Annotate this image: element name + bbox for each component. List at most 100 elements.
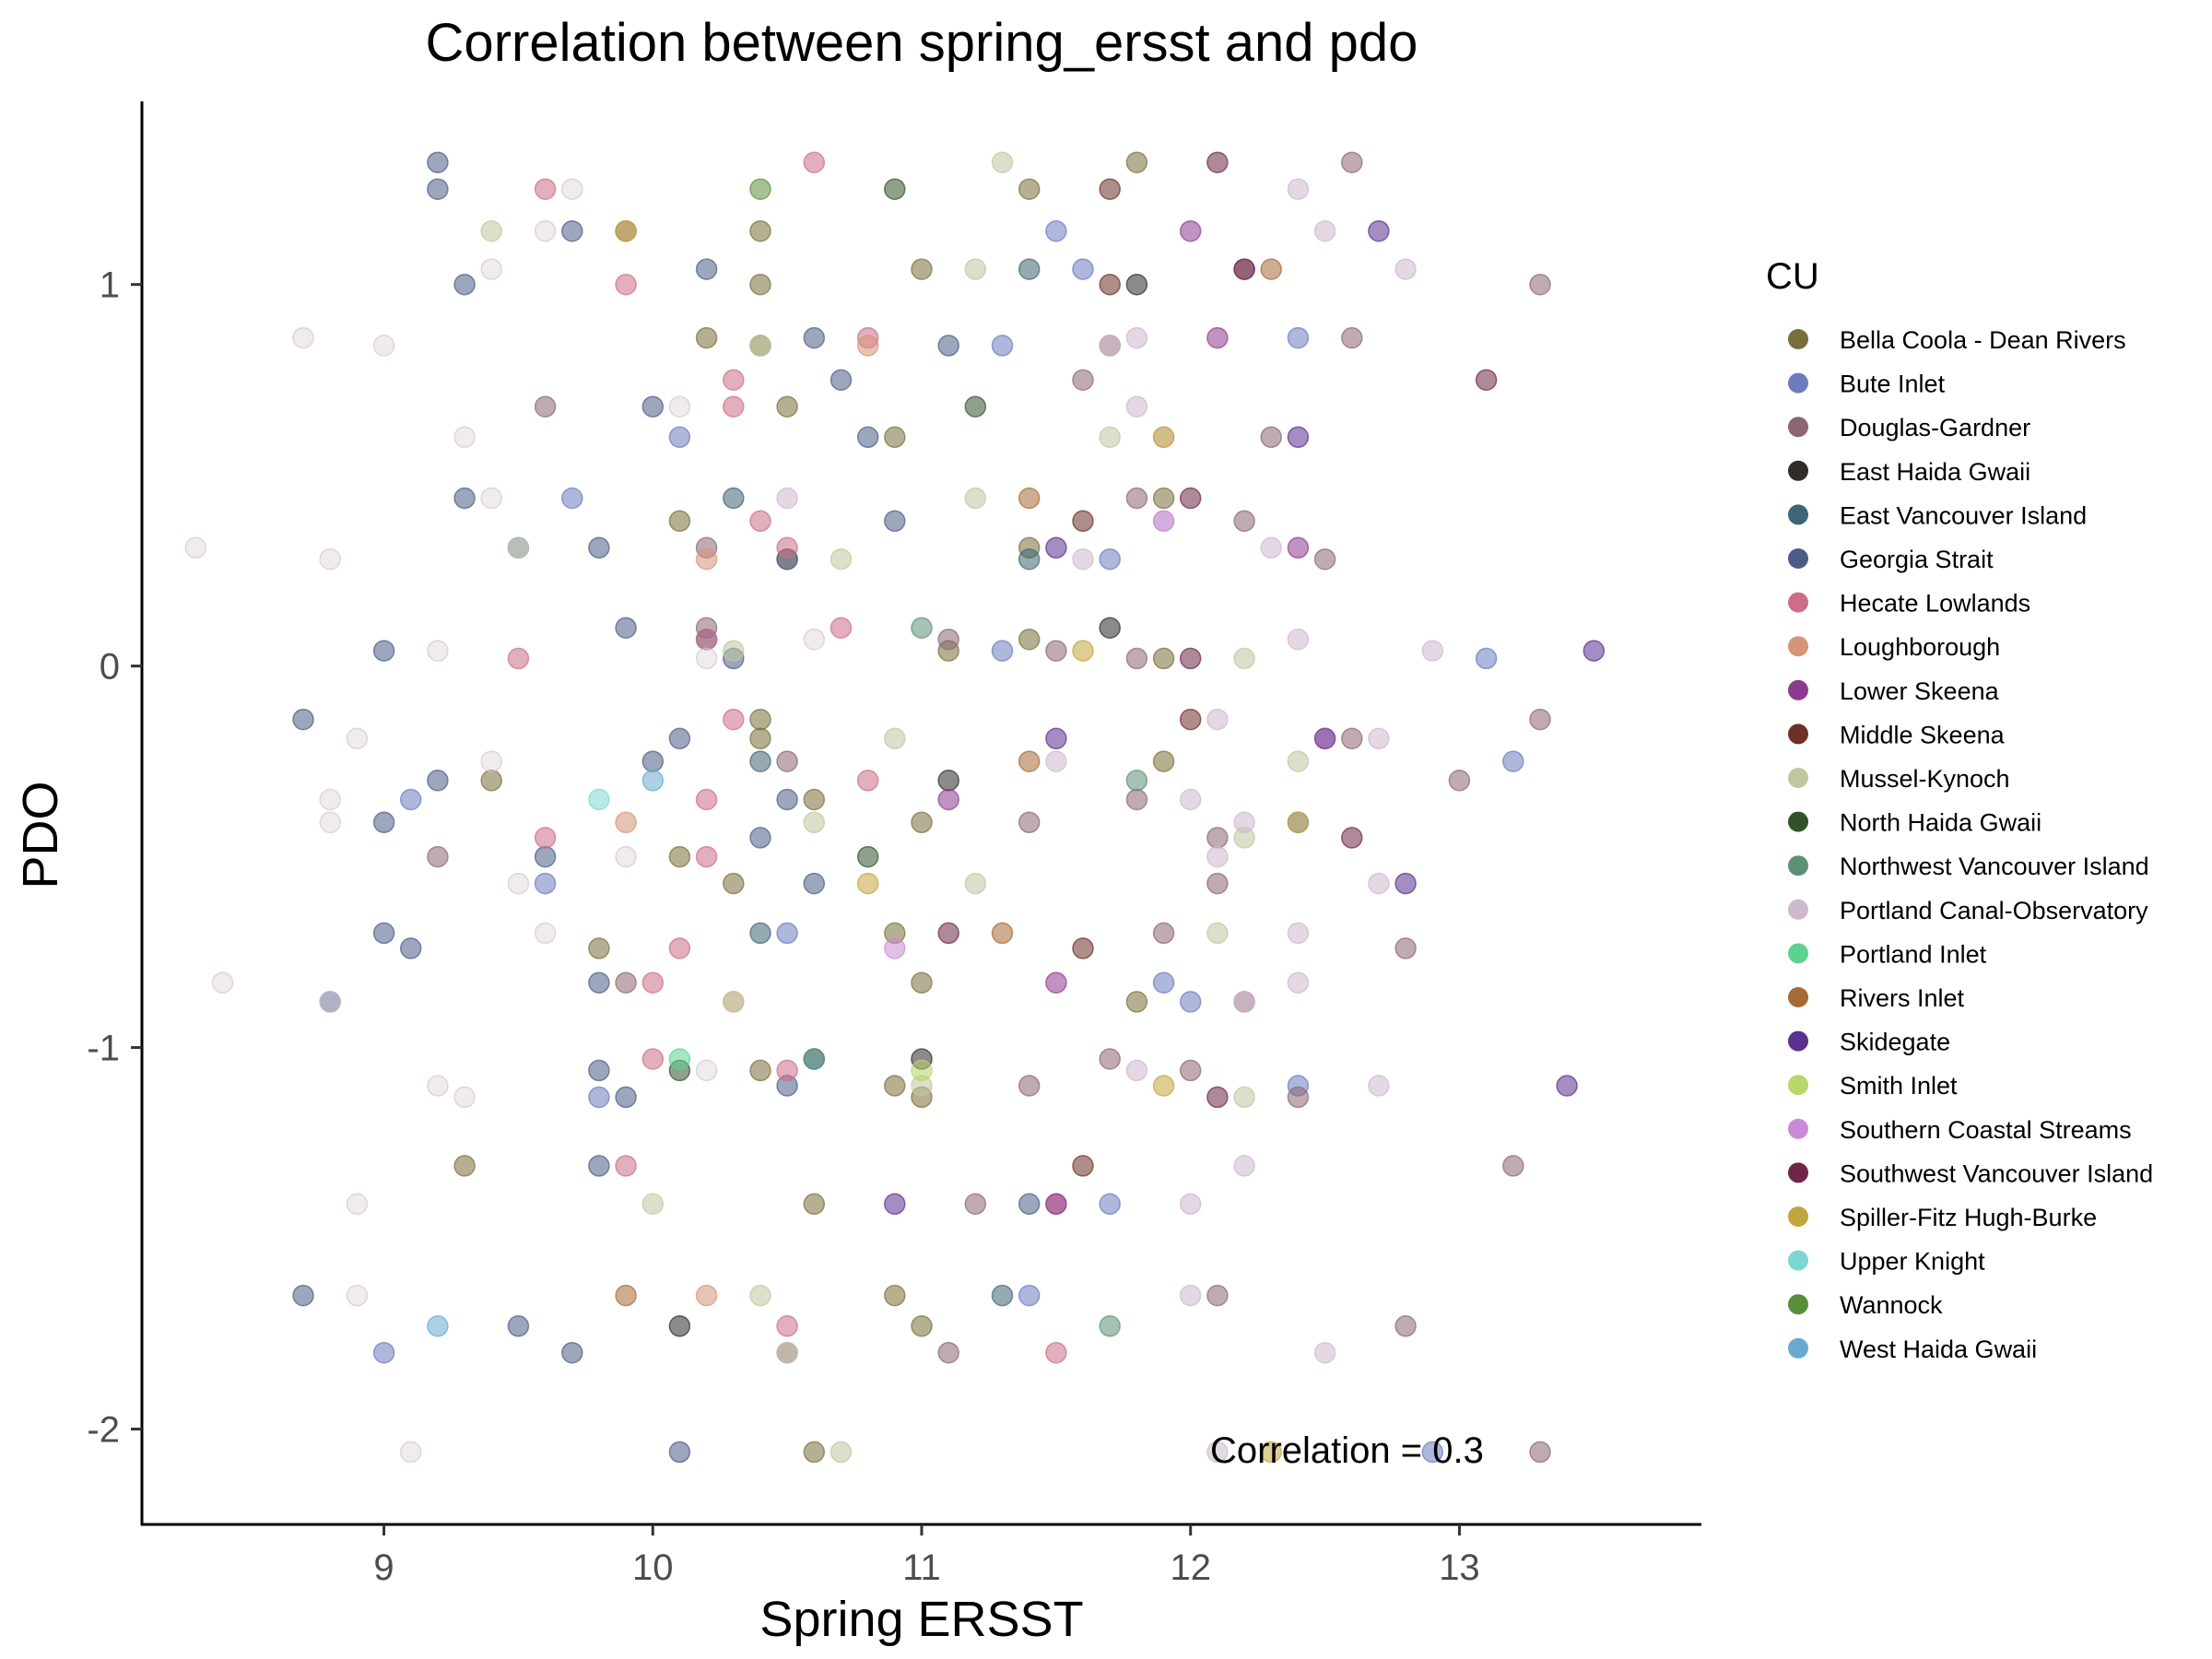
data-point xyxy=(1394,872,1417,895)
data-point xyxy=(1099,1048,1121,1070)
data-point xyxy=(1179,991,1202,1013)
data-point xyxy=(1368,1075,1390,1097)
data-point xyxy=(319,547,341,571)
data-point xyxy=(453,1086,476,1109)
data-point xyxy=(561,487,583,510)
data-point xyxy=(507,536,530,559)
data-point xyxy=(453,426,476,449)
data-point xyxy=(1018,547,1041,571)
data-point xyxy=(292,326,314,349)
legend-label: Douglas-Gardner xyxy=(1840,414,2030,441)
data-point xyxy=(480,770,502,792)
data-point xyxy=(749,219,771,242)
data-point xyxy=(1152,1075,1175,1097)
data-point xyxy=(964,258,987,280)
data-point xyxy=(1072,510,1094,533)
data-point xyxy=(695,788,718,811)
y-tick-label: 1 xyxy=(100,265,120,306)
data-point xyxy=(668,1048,691,1070)
data-point xyxy=(1018,178,1041,200)
data-point xyxy=(1448,770,1471,792)
data-point xyxy=(372,335,395,357)
data-point xyxy=(588,971,610,994)
legend-label: Hecate Lowlands xyxy=(1840,590,2030,618)
data-point xyxy=(427,640,449,662)
data-point xyxy=(911,811,933,834)
legend-swatch xyxy=(1788,1337,1808,1359)
data-point xyxy=(346,1193,369,1216)
data-point xyxy=(695,628,718,651)
data-point xyxy=(1260,536,1282,559)
legend-label: Portland Inlet xyxy=(1840,940,1987,968)
data-point xyxy=(1045,971,1067,994)
data-point xyxy=(1529,708,1551,731)
legend-label: Portland Canal-Observatory xyxy=(1840,897,2148,924)
data-point xyxy=(776,395,798,418)
data-point xyxy=(937,788,959,811)
data-point xyxy=(480,219,502,242)
data-point xyxy=(1287,971,1310,994)
data-point xyxy=(1152,971,1175,994)
data-point xyxy=(884,937,906,959)
data-point xyxy=(856,872,879,895)
data-point xyxy=(1368,219,1390,242)
data-point xyxy=(427,1315,449,1337)
data-point xyxy=(1206,845,1229,868)
data-point xyxy=(1099,1315,1121,1337)
data-point xyxy=(1287,536,1310,559)
y-axis-ticks: -2 -1 0 1 xyxy=(87,265,142,1451)
data-point xyxy=(1099,426,1121,449)
data-point xyxy=(749,827,771,849)
data-point xyxy=(1368,727,1390,750)
data-point xyxy=(749,273,771,296)
legend-swatch xyxy=(1788,1162,1808,1183)
data-point xyxy=(830,369,853,391)
data-point xyxy=(1287,750,1310,772)
x-tick-label: 12 xyxy=(1170,1547,1211,1588)
x-tick-label: 11 xyxy=(902,1547,941,1588)
data-point xyxy=(1287,811,1310,834)
data-point xyxy=(723,369,745,391)
data-point xyxy=(668,845,691,868)
data-point xyxy=(1072,1155,1094,1177)
data-point xyxy=(641,971,665,994)
data-point xyxy=(1260,426,1282,449)
legend-swatch xyxy=(1788,460,1808,481)
legend-label: Smith Inlet xyxy=(1840,1072,1958,1100)
data-point xyxy=(1152,487,1175,510)
data-point xyxy=(427,151,449,173)
data-point xyxy=(1341,727,1363,750)
legend-swatch xyxy=(1788,943,1808,964)
data-point xyxy=(615,617,637,639)
legend-swatch xyxy=(1788,855,1808,877)
data-point xyxy=(884,727,906,750)
data-point xyxy=(1099,617,1121,639)
data-point xyxy=(723,708,745,731)
data-point xyxy=(884,1193,906,1216)
data-point xyxy=(749,708,771,731)
y-tick-label: 0 xyxy=(100,647,120,688)
data-point xyxy=(1045,640,1067,662)
data-point xyxy=(884,178,906,200)
data-point xyxy=(964,487,987,510)
data-point xyxy=(668,937,691,959)
legend-swatch xyxy=(1788,329,1808,349)
data-point xyxy=(1313,1341,1336,1364)
data-point xyxy=(1421,640,1444,662)
data-point xyxy=(668,510,691,533)
data-point xyxy=(1099,273,1121,296)
legend-label: Spiller-Fitz Hugh-Burke xyxy=(1840,1204,2097,1231)
data-point xyxy=(292,1284,314,1307)
data-point xyxy=(1394,258,1417,280)
data-point xyxy=(615,1155,637,1177)
legend-label: North Haida Gwaii xyxy=(1840,809,2041,837)
data-point xyxy=(1287,178,1310,200)
data-point xyxy=(1125,770,1148,792)
data-points xyxy=(184,151,1606,1464)
data-point xyxy=(1206,708,1229,731)
legend-label: Middle Skeena xyxy=(1840,721,2006,748)
data-point xyxy=(1394,937,1417,959)
data-point xyxy=(1287,922,1310,945)
data-point xyxy=(1125,151,1148,173)
data-point xyxy=(749,178,771,200)
